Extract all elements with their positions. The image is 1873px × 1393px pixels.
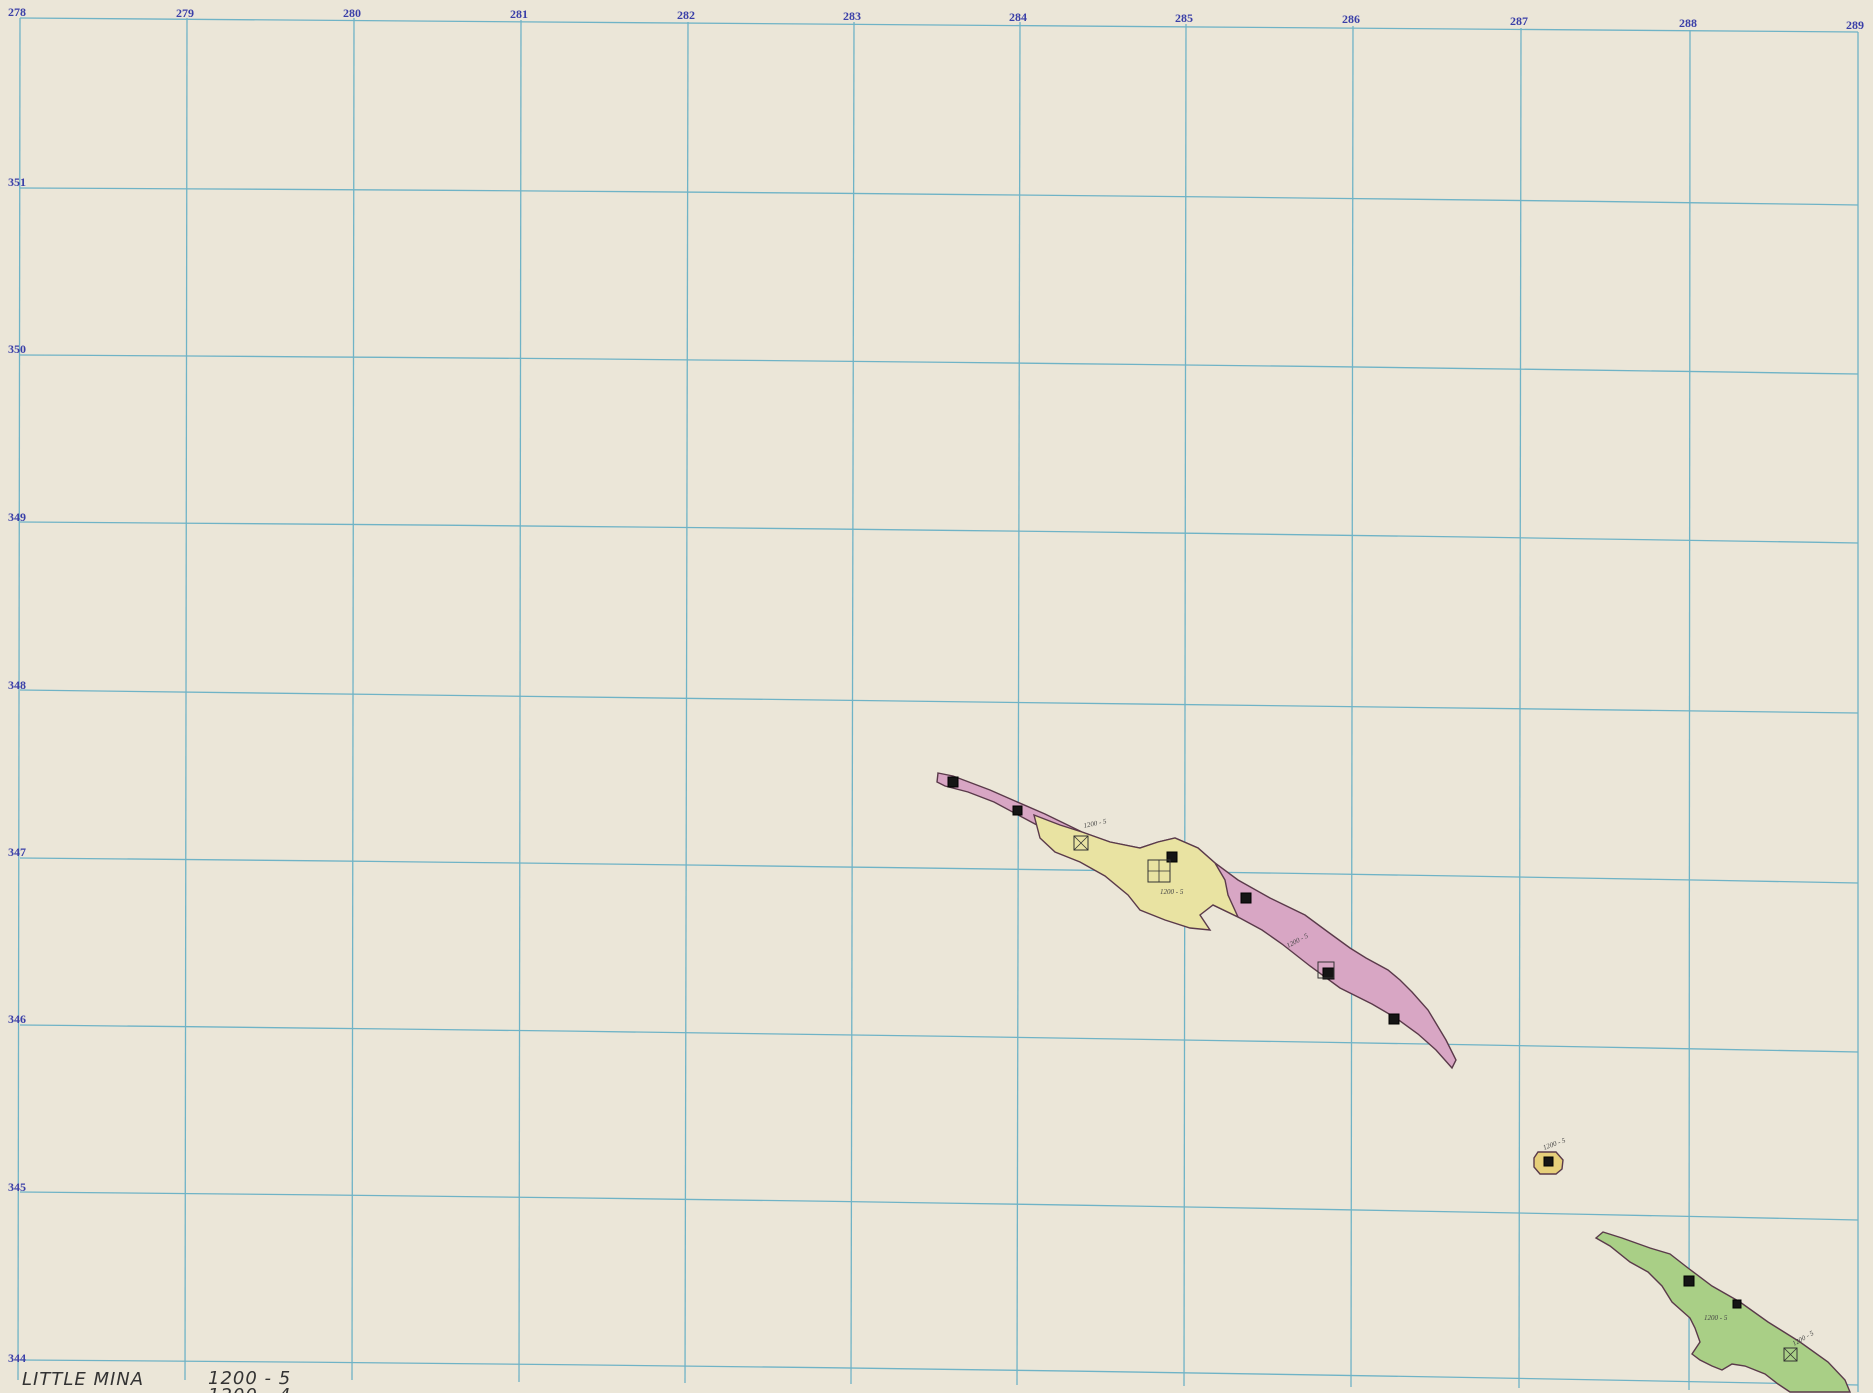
shaft-marker	[1012, 805, 1023, 816]
easting-labels: 278 279 280 281 282 283 284 285 286 287 …	[8, 5, 1864, 32]
easting-line-288	[1688, 29, 1691, 1391]
northing-label-348: 348	[8, 678, 26, 692]
northing-line-350	[19, 354, 1859, 375]
level-entry-1: 1200 - 5	[208, 1368, 291, 1389]
mine-shafts	[947, 776, 1798, 1362]
easting-label-279: 279	[176, 6, 194, 20]
northing-line-349	[19, 521, 1859, 544]
yellow-ore-zone	[1032, 813, 1240, 931]
northing-line-346	[19, 1024, 1859, 1053]
easting-label-283: 283	[843, 9, 861, 23]
shaft-marker	[1732, 1299, 1742, 1309]
gridded-shaft-symbol	[1147, 859, 1171, 883]
mine-name: LITTLE MINA	[22, 1369, 144, 1390]
shaft-marker	[1683, 1275, 1695, 1287]
easting-line-283	[850, 21, 855, 1385]
northing-label-349: 349	[8, 510, 26, 524]
easting-label-286: 286	[1342, 12, 1360, 26]
northing-label-350: 350	[8, 342, 26, 356]
shaft-marker	[1388, 1013, 1400, 1025]
level-entry-2: 1200 - 4	[208, 1385, 291, 1393]
level-note: 1200 - 5	[1160, 888, 1184, 896]
shaft-marker	[1322, 967, 1335, 980]
northing-label-347: 347	[8, 845, 26, 859]
title-block: LITTLE MINA 1200 - 5 1200 - 4	[22, 1368, 291, 1393]
easting-label-288: 288	[1679, 16, 1697, 30]
easting-label-282: 282	[677, 8, 695, 22]
easting-line-281	[518, 19, 522, 1383]
shaft-marker	[1543, 1156, 1554, 1167]
northing-label-345: 345	[8, 1180, 26, 1194]
level-note: 1200 - 5	[1704, 1314, 1728, 1322]
shaft-marker	[947, 776, 959, 788]
easting-line-287	[1518, 27, 1522, 1389]
easting-label-287: 287	[1510, 14, 1528, 28]
northing-line-351	[19, 187, 1859, 206]
green-ore-zone	[1594, 1231, 1852, 1393]
easting-line-284	[1016, 21, 1021, 1386]
northing-line-344	[19, 1359, 1859, 1386]
ore-bodies	[936, 772, 1852, 1393]
easting-label-281: 281	[510, 7, 528, 21]
crossed-shaft-symbol	[1073, 835, 1089, 851]
shaft-marker	[1240, 892, 1252, 904]
easting-label-284: 284	[1009, 10, 1027, 24]
northing-line-345	[19, 1191, 1859, 1221]
northing-label-344: 344	[8, 1351, 26, 1365]
easting-label-289: 289	[1846, 18, 1864, 32]
boxed-shaft-symbol	[1317, 961, 1335, 979]
crossed-shaft-symbol	[1783, 1347, 1798, 1362]
northing-line-347	[19, 857, 1859, 884]
easting-line-278	[17, 17, 21, 1381]
easting-line-282	[684, 21, 689, 1384]
easting-line-280	[351, 17, 355, 1381]
northing-labels: 351 350 349 348 347 346 345 344	[8, 175, 26, 1365]
easting-line-279	[184, 17, 188, 1381]
shaft-marker	[1166, 851, 1178, 863]
northing-label-351: 351	[8, 175, 26, 189]
easting-label-278: 278	[8, 5, 26, 19]
easting-label-280: 280	[343, 6, 361, 20]
easting-label-285: 285	[1175, 11, 1193, 25]
northing-label-346: 346	[8, 1012, 26, 1026]
